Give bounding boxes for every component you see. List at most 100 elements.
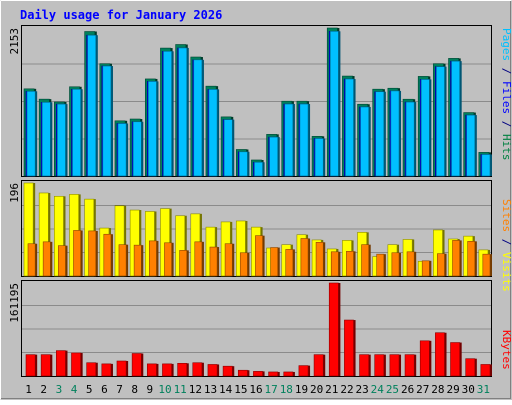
sites-scale-label: 196	[8, 183, 21, 203]
day-label-15: 15	[234, 383, 247, 396]
kbytes-bar-day-15	[237, 369, 250, 377]
sites-bar-day-1	[27, 243, 38, 277]
pages-bar-day-8	[132, 121, 144, 177]
pages-bar-day-7	[117, 123, 129, 177]
sites-bar-day-13	[209, 246, 220, 277]
day-label-12: 12	[189, 383, 202, 396]
kbytes-bar-day-9	[146, 363, 159, 377]
legend-middle-part-0: Sites	[500, 199, 512, 232]
kbytes-bar-day-10	[162, 363, 174, 377]
sites-bar-day-24	[376, 253, 386, 277]
pages-bar-day-30	[466, 114, 477, 177]
kbytes-legend: KBytes	[500, 330, 512, 370]
kbytes-bar-day-8	[131, 353, 144, 377]
pages-bar-day-21	[329, 30, 341, 177]
sites-bar-day-5	[88, 230, 98, 277]
day-label-13: 13	[204, 383, 217, 396]
pages-bar-day-16	[254, 161, 265, 177]
day-label-20: 20	[310, 383, 323, 396]
sites-bar-day-16	[255, 235, 265, 277]
sites-bar-day-14	[224, 243, 235, 277]
pages-bar-day-3	[57, 103, 68, 177]
legend-top-part-1: /	[500, 61, 512, 81]
sites-bar-day-26	[406, 251, 417, 277]
pages-bar-day-14	[223, 119, 235, 177]
day-label-16: 16	[249, 383, 262, 396]
pages-bar-day-10	[163, 51, 174, 177]
day-label-22: 22	[340, 383, 353, 396]
day-label-4: 4	[71, 383, 78, 396]
kbytes-bar-day-24	[374, 354, 386, 377]
chart-title: Daily usage for January 2026	[20, 8, 222, 22]
day-label-3: 3	[56, 383, 63, 396]
pages-bar-day-2	[41, 102, 53, 177]
kbytes-bar-day-7	[116, 360, 129, 377]
day-labels: 1 2 3 4 5 6 7 8 9 10 11 12 13 14 15 16 17 18 19 20 21 22 23 24 2…	[25, 383, 490, 396]
kbytes-bar-day-27	[419, 340, 432, 377]
legend-top-part-2: Files	[500, 81, 512, 114]
pages-bar-day-27	[420, 79, 432, 177]
pages-bar-day-31	[481, 154, 492, 177]
sites-bar-day-7	[118, 244, 129, 277]
sites-bar-day-15	[239, 252, 250, 277]
kbytes-bar-day-13	[207, 364, 220, 377]
legend-middle-part-1: /	[500, 232, 512, 252]
kbytes-bar-day-28	[435, 332, 447, 377]
day-label-24: 24	[371, 383, 385, 396]
kbytes-bar-day-18	[283, 371, 295, 377]
sites-bar-day-22	[346, 251, 356, 277]
pages-bar-day-20	[314, 138, 326, 177]
day-label-29: 29	[446, 383, 459, 396]
pages-bar-day-19	[299, 103, 311, 177]
sites-bar-day-11	[179, 250, 189, 277]
hits-files-pages-legend: Pages / Files / Hits	[500, 28, 512, 161]
sites-bar-day-31	[482, 253, 492, 277]
kbytes-bar-day-17	[268, 371, 280, 377]
sites-bar-day-2	[42, 241, 53, 277]
kbytes-bar-day-29	[450, 342, 462, 377]
day-label-18: 18	[280, 383, 293, 396]
kbytes-bar-day-31	[480, 364, 492, 377]
kbytes-bar-day-22	[344, 319, 356, 377]
day-label-25: 25	[386, 383, 399, 396]
sites-bar-day-21	[330, 251, 341, 277]
pages-bar-day-6	[102, 65, 113, 177]
sites-visits-legend: Sites / Visits	[500, 199, 512, 292]
sites-bar-day-6	[103, 233, 113, 277]
sites-bar-day-4	[73, 230, 83, 277]
pages-bar-day-28	[436, 66, 447, 177]
pages-bar-day-25	[390, 90, 402, 177]
day-label-27: 27	[416, 383, 429, 396]
pages-bar-day-29	[451, 60, 462, 177]
pages-bar-day-18	[284, 103, 295, 177]
kbytes-bar-day-11	[177, 363, 189, 377]
sites-bar-day-10	[164, 242, 174, 277]
hits-files-pages-bars	[23, 27, 492, 177]
kbytes-bar-day-19	[298, 365, 311, 377]
kbytes-bar-day-1	[25, 354, 38, 377]
day-label-8: 8	[131, 383, 138, 396]
sites-bar-day-9	[148, 240, 159, 277]
pages-bar-day-17	[269, 136, 280, 177]
sites-bar-day-12	[194, 241, 204, 277]
day-label-11: 11	[174, 383, 187, 396]
day-label-31: 31	[477, 383, 490, 396]
day-label-30: 30	[462, 383, 475, 396]
day-label-14: 14	[219, 383, 233, 396]
sites-bar-day-3	[58, 245, 68, 277]
pages-bar-day-13	[208, 89, 220, 177]
kbytes-bar-day-21	[328, 282, 341, 377]
pages-bar-day-9	[147, 81, 159, 177]
pages-bar-day-22	[345, 78, 356, 177]
kbytes-bar-day-16	[253, 371, 265, 377]
day-label-26: 26	[401, 383, 414, 396]
pages-bar-day-5	[87, 34, 98, 177]
day-label-23: 23	[356, 383, 369, 396]
kbytes-bar-day-30	[465, 358, 477, 377]
legend-middle-part-2: Visits	[500, 252, 512, 292]
sites-bar-day-19	[300, 238, 311, 277]
sites-bar-day-27	[421, 260, 432, 277]
pages-bar-day-4	[72, 88, 83, 177]
sites-bar-day-23	[361, 244, 371, 277]
